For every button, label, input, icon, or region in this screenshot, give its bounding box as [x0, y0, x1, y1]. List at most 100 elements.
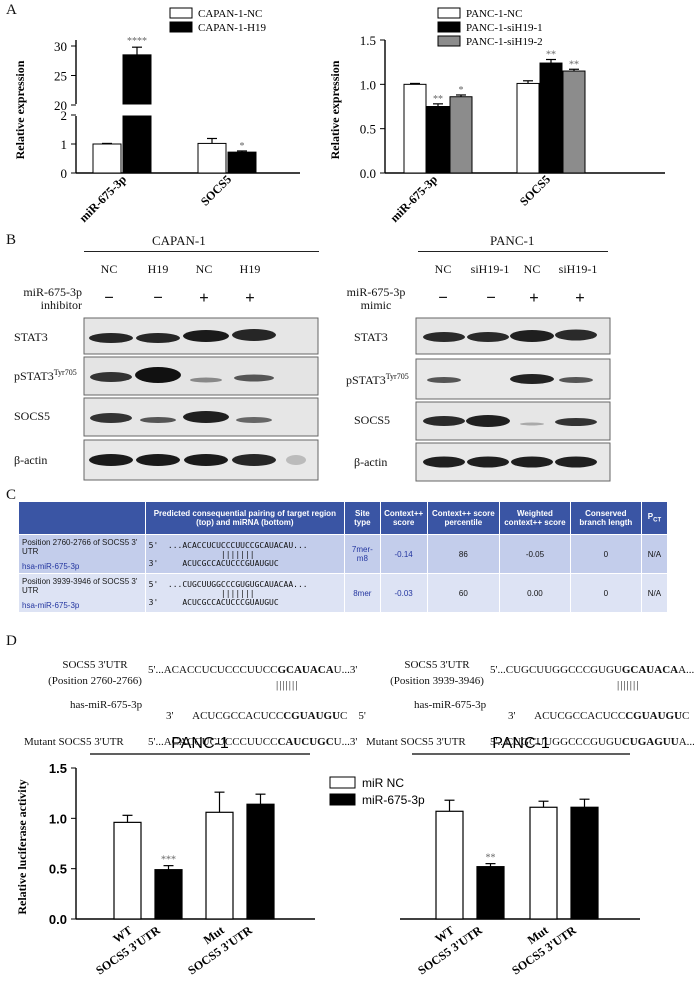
- legend-label: miR-675-3p: [362, 793, 425, 807]
- y-tick-label: 20: [54, 98, 67, 113]
- table-cell: 7mer-m8: [344, 534, 381, 574]
- y-tick-label: 1: [61, 137, 68, 152]
- table-cell: 5' ...ACACCUCUCCCUUCCGCAUACAU... |||||||…: [144, 534, 346, 574]
- table-cell: 86: [426, 534, 501, 574]
- table-cell: -0.05: [499, 534, 571, 574]
- lane-label: NC: [100, 262, 118, 276]
- y-tick-label: 0.0: [49, 912, 67, 927]
- table-header: Context++ score percentile: [426, 501, 501, 535]
- legend-swatch: [329, 776, 356, 789]
- bar: [562, 70, 586, 174]
- group-title: PANC-1: [492, 735, 550, 752]
- y-tick-label: 1.0: [49, 811, 67, 826]
- bar: [516, 82, 540, 174]
- bar: [197, 142, 227, 174]
- mutant-sequence: 5'...CUGCUUGGCCCGUGUCUGAGUUA...3': [490, 736, 694, 748]
- legend-label: CAPAN-1-NC: [198, 8, 262, 20]
- sign: −: [104, 288, 114, 307]
- group-title: PANC-1: [171, 735, 229, 752]
- y-tick-label: 2: [61, 108, 68, 123]
- legend-label: CAPAN-1-H19: [198, 22, 267, 34]
- bar: [122, 54, 152, 105]
- y-tick-label: 0.5: [49, 862, 67, 877]
- y-tick-label: 1.0: [360, 77, 376, 92]
- title-rule: [84, 251, 319, 252]
- blot-label-actin: β-actin: [14, 453, 48, 467]
- sign: −: [486, 288, 496, 307]
- table-cell: -0.03: [379, 573, 428, 613]
- significance-mark: **: [486, 853, 496, 864]
- panel-label-d: D: [6, 633, 17, 649]
- bar: [113, 821, 142, 920]
- sign: +: [245, 288, 255, 307]
- blot-title: CAPAN-1: [152, 233, 206, 248]
- table-header: Context++ score: [379, 501, 428, 535]
- significance-mark: **: [569, 59, 579, 70]
- blot-images-panc1: [415, 317, 611, 482]
- bar: [539, 62, 563, 174]
- table-header: PCT: [640, 501, 669, 535]
- blot-label-pstat3: pSTAT3Tyr705: [14, 368, 77, 383]
- bar: [449, 96, 473, 174]
- sign: −: [438, 288, 448, 307]
- mirna-label: has-miR-675-3p: [414, 699, 487, 711]
- blot-label-pstat3: pSTAT3Tyr705: [346, 372, 409, 387]
- bar: [122, 115, 152, 174]
- table-header: Site type: [344, 501, 381, 535]
- significance-mark: **: [546, 50, 556, 61]
- table-header: Predicted consequential pairing of targe…: [144, 501, 346, 535]
- table-header-row: Predicted consequential pairing of targe…: [18, 501, 669, 535]
- x-tick-label: SOCS5: [517, 172, 553, 208]
- legend-swatch: [169, 7, 193, 19]
- title-rule: [418, 251, 608, 252]
- bar: [205, 811, 234, 920]
- bar: [154, 869, 183, 920]
- y-tick-label: 1.5: [49, 761, 67, 776]
- y-tick-label: 1.5: [360, 33, 376, 48]
- blot-label-socs5: SOCS5: [354, 413, 391, 427]
- y-axis-label: Relative expression: [328, 60, 342, 159]
- mirna-sequence: 3' ACUCGCCACUCCCGUAUGUC 5': [508, 710, 690, 722]
- bar: [570, 806, 599, 920]
- panel-label-b: B: [6, 232, 17, 248]
- table-cell: 0.00: [499, 573, 571, 613]
- table-cell: 0: [569, 573, 642, 613]
- lane-label: NC: [523, 262, 541, 276]
- legend-label: PANC-1-siH19-1: [466, 22, 543, 34]
- bar: [529, 806, 558, 920]
- table-row: Position 3939-3946 of SOCS5 3' UTR hsa-mi…: [18, 573, 669, 613]
- sign: +: [529, 288, 539, 307]
- bar: [403, 83, 427, 174]
- bar: [435, 810, 464, 920]
- legend-swatch: [437, 21, 461, 33]
- table-cell: 0: [569, 534, 642, 574]
- table-cell: N/A: [640, 573, 669, 613]
- table-cell: -0.14: [379, 534, 428, 574]
- blot-label-actin: β-actin: [354, 455, 388, 469]
- legend-label: PANC-1-siH19-2: [466, 36, 543, 48]
- y-tick-label: 30: [54, 39, 67, 54]
- y-tick-label: 0: [61, 166, 68, 181]
- blot-label-stat3: STAT3: [354, 330, 388, 344]
- bar: [246, 803, 275, 920]
- bar: [92, 143, 122, 174]
- legend-label: miR NC: [362, 776, 404, 790]
- y-tick-label: 0.0: [360, 166, 376, 181]
- mutant-label: Mutant SOCS5 3'UTR: [366, 736, 466, 748]
- significance-mark: *: [240, 141, 245, 152]
- mutant-label: Mutant SOCS5 3'UTR: [24, 736, 124, 748]
- mutant-sequence: 5'...ACACCUCUCCCUUCCCAUCUGCU...3': [148, 736, 358, 748]
- legend-swatch: [437, 35, 461, 47]
- y-tick-label: 25: [54, 69, 67, 84]
- legend-swatch: [329, 793, 356, 806]
- table-header: Conserved branch length: [569, 501, 642, 535]
- blot-title: PANC-1: [490, 233, 535, 248]
- panel-label-a: A: [6, 2, 17, 18]
- sign: −: [153, 288, 163, 307]
- table-cell: 8mer: [344, 573, 381, 613]
- sign: +: [575, 288, 585, 307]
- treatment-label: miR-675-3p mimic: [346, 285, 406, 312]
- blot-label-socs5: SOCS5: [14, 409, 51, 423]
